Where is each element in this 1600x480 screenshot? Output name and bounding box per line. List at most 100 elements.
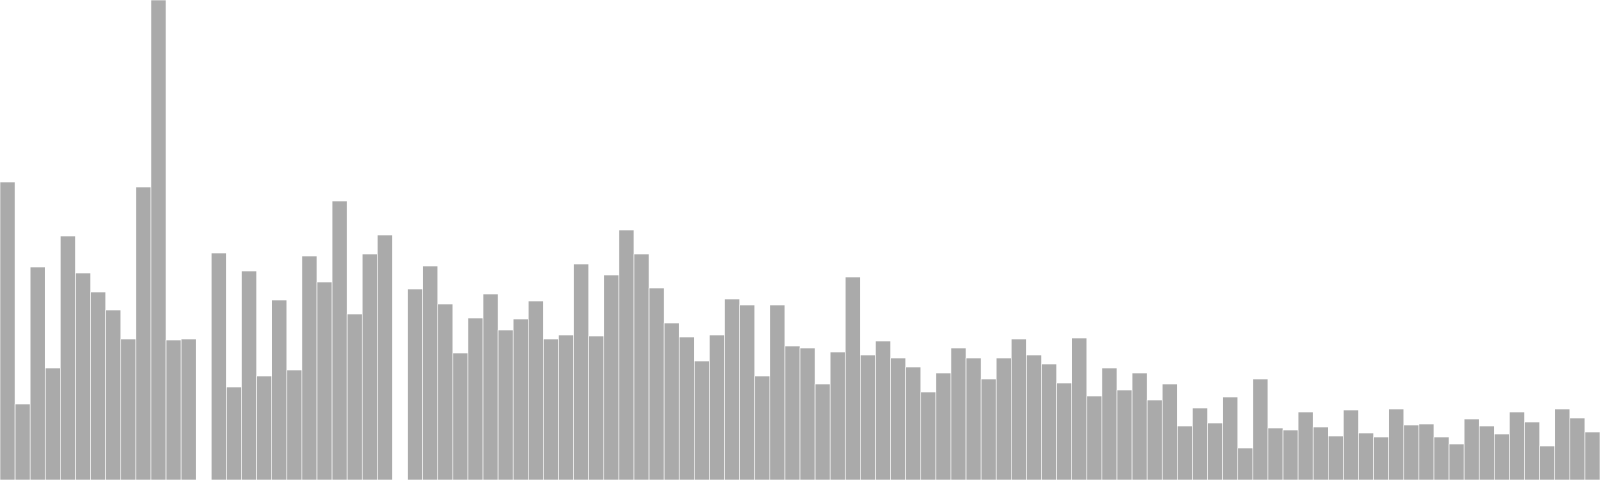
bar-76 [1146,399,1163,480]
bar-42 [633,253,650,480]
bar-100 [1509,411,1525,480]
bar-57 [860,354,876,480]
bar-24 [361,253,378,480]
bar-94 [1418,423,1435,480]
bar-23 [346,313,363,480]
bar-98 [1478,425,1495,480]
bar-49 [739,304,756,480]
bar-74 [1116,389,1133,480]
bar-61 [920,391,937,480]
bar-5 [75,272,91,480]
bar-16 [241,270,257,480]
bar-7 [105,309,122,480]
bar-9 [135,186,152,480]
bar-40 [603,274,620,480]
bar-39 [588,335,605,480]
bar-84 [1267,427,1284,480]
bar-71 [1071,337,1088,480]
bar-31 [467,317,484,480]
bar-87 [1312,426,1329,480]
bar-72 [1086,395,1103,480]
bar-81 [1222,396,1239,480]
bar-29 [437,303,454,480]
bar-35 [527,300,544,480]
bar-19 [286,369,303,480]
bar-27 [407,288,423,480]
bar-104 [1569,417,1586,480]
bar-80 [1207,422,1223,480]
bar-33 [497,329,514,480]
bar-54 [814,383,831,480]
bar-70 [1056,382,1072,480]
bar-59 [890,357,906,480]
bar-50 [754,375,771,480]
bar-8 [120,338,137,480]
bar-17 [256,375,272,480]
bar-14 [211,252,227,480]
bar-103 [1554,408,1571,480]
bar-62 [935,372,952,480]
bar-36 [543,338,559,480]
bar-101 [1524,421,1540,480]
bar-53 [799,347,816,480]
bar-58 [875,340,891,480]
bar-12 [180,338,197,480]
bar-21 [316,281,333,480]
bar-75 [1131,372,1148,480]
bar-52 [784,345,801,480]
bar-28 [422,265,439,480]
bar-1 [14,403,31,480]
bar-41 [618,229,635,480]
bar-56 [844,276,861,480]
bar-60 [905,366,922,480]
bar-95 [1433,436,1450,480]
bar-68 [1026,354,1042,480]
bar-73 [1101,367,1118,480]
bar-89 [1343,409,1359,480]
bar-83 [1252,378,1269,480]
bar-22 [331,200,348,480]
bar-105 [1584,431,1600,480]
bar-93 [1403,424,1420,480]
bar-34 [512,318,529,480]
bar-78 [1177,425,1193,480]
bar-46 [694,360,710,480]
bar-2 [29,266,46,480]
bar-67 [1011,338,1027,480]
bar-10 [150,0,167,480]
bar-64 [965,357,982,480]
bar-102 [1539,445,1556,480]
bar-32 [482,293,499,480]
bar-96 [1448,443,1465,480]
bar-91 [1373,436,1389,480]
bar-88 [1328,435,1344,480]
bar-20 [301,255,318,480]
bar-90 [1358,432,1374,480]
bar-65 [980,378,997,480]
bar-4 [60,235,76,480]
bar-55 [829,351,846,480]
bar-82 [1237,447,1254,480]
bar-99 [1494,433,1510,480]
bar-25 [377,234,393,480]
bar-44 [663,322,680,480]
bar-69 [1041,363,1057,480]
bar-85 [1282,429,1299,480]
bar-0 [0,181,16,480]
bar-3 [44,367,61,480]
bar-15 [226,386,242,480]
bar-92 [1388,408,1405,480]
bar-30 [452,352,469,480]
bar-51 [769,304,786,480]
bar-43 [648,287,665,480]
bar-48 [724,298,740,480]
bar-63 [950,347,967,480]
bar-11 [165,339,182,480]
bar-79 [1192,407,1208,480]
bar-66 [995,357,1012,480]
bar-97 [1463,418,1480,480]
bar-18 [271,299,288,480]
bar-47 [709,334,725,480]
